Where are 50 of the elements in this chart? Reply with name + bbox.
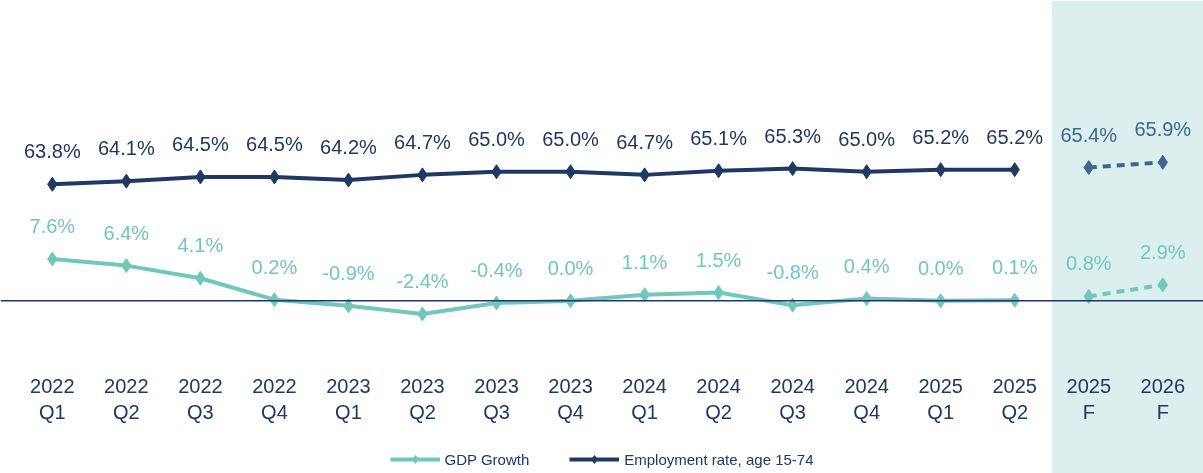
x-tick-label: 2025 Q2 xyxy=(992,374,1037,424)
x-tick-label: 2026 F xyxy=(1140,374,1186,424)
data-label: 65.0% xyxy=(838,127,896,150)
data-label: 2.9% xyxy=(1139,240,1186,263)
x-tick-label: 2022 Q4 xyxy=(252,374,297,424)
x-tick-label: 2023 Q2 xyxy=(400,374,445,424)
data-label: 65.2% xyxy=(912,125,970,148)
data-label: 0.0% xyxy=(917,256,964,279)
data-label: 4.1% xyxy=(177,234,224,257)
data-label: 65.3% xyxy=(764,124,822,147)
x-tick-label: 2022 Q1 xyxy=(30,374,75,424)
data-label: 0.8% xyxy=(1065,252,1112,275)
data-label: 64.5% xyxy=(246,132,303,155)
data-label: 64.5% xyxy=(172,132,229,155)
data-label: 65.1% xyxy=(690,126,748,149)
x-tick-label: 2024 Q3 xyxy=(770,374,815,424)
data-label: 1.1% xyxy=(621,250,668,273)
data-label: 64.7% xyxy=(394,130,452,153)
x-tick-label: 2025 Q1 xyxy=(918,374,963,424)
data-label: 65.0% xyxy=(468,127,526,150)
data-label: 0.1% xyxy=(991,256,1038,279)
data-label: 65.9% xyxy=(1134,118,1192,141)
data-label: 65.0% xyxy=(542,127,600,150)
data-label: 63.8% xyxy=(23,140,81,163)
data-label: 0.4% xyxy=(843,254,890,277)
data-label: -0.8% xyxy=(766,261,819,284)
data-label: 65.2% xyxy=(986,125,1044,148)
data-label: 1.5% xyxy=(695,248,742,271)
data-label: 0.0% xyxy=(547,256,594,279)
legend-label: Employment rate, age 15-74 xyxy=(624,450,814,468)
data-label: 64.2% xyxy=(320,136,378,159)
x-tick-label: 2024 Q1 xyxy=(622,374,667,424)
data-label: 65.4% xyxy=(1060,123,1118,146)
x-tick-label: 2024 Q2 xyxy=(696,374,741,424)
data-label: 6.4% xyxy=(103,221,150,244)
legend-label: GDP Growth xyxy=(444,450,530,468)
x-tick-label: 2023 Q4 xyxy=(548,374,593,424)
data-label: -0.9% xyxy=(322,261,375,284)
data-label: 64.7% xyxy=(616,130,674,153)
data-label: 7.6% xyxy=(29,215,76,237)
data-label: 64.1% xyxy=(98,137,155,160)
data-label: 0.2% xyxy=(251,255,298,278)
x-tick-label: 2023 Q1 xyxy=(326,374,371,424)
x-tick-label: 2025 F xyxy=(1066,374,1112,424)
x-tick-label: 2022 Q2 xyxy=(104,374,149,424)
data-label: -2.4% xyxy=(396,270,449,292)
x-tick-label: 2024 Q4 xyxy=(844,374,889,424)
x-tick-label: 2022 Q3 xyxy=(178,374,223,424)
data-label: -0.4% xyxy=(470,259,523,281)
x-tick-label: 2023 Q3 xyxy=(474,374,519,424)
